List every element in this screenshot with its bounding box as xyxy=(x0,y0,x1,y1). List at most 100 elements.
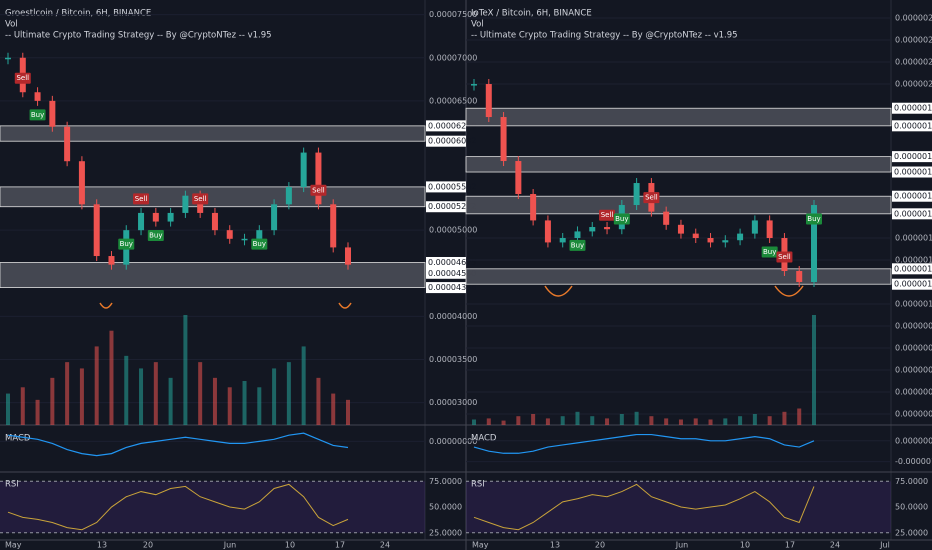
macd-label: MACD xyxy=(471,434,497,444)
candle xyxy=(796,271,803,283)
volume-bar xyxy=(619,414,624,425)
candle xyxy=(64,126,71,162)
candle xyxy=(663,211,670,225)
rsi-band xyxy=(0,481,425,533)
zone xyxy=(465,195,892,215)
volume-bar xyxy=(516,416,521,425)
signal-badge xyxy=(599,209,616,221)
y-tick-label: 0.00000060 xyxy=(895,388,932,397)
x-tick-label: Jun xyxy=(675,541,689,550)
candle xyxy=(256,230,263,239)
rsi-tick-label: 75.0000 xyxy=(429,477,462,486)
volume-bar xyxy=(272,368,277,425)
volume-bar xyxy=(6,393,10,425)
signal-label: Sell xyxy=(645,194,658,202)
candle xyxy=(500,117,507,162)
y-tick-label: 0.00000230 xyxy=(895,14,932,23)
x-tick-label: May xyxy=(472,541,489,550)
volume-bar xyxy=(316,377,321,425)
macd-line xyxy=(473,433,815,454)
zone-marker xyxy=(426,201,466,213)
volume-bar xyxy=(198,362,203,425)
zone-marker-label: 0.00000141 xyxy=(894,209,932,218)
candle xyxy=(604,227,611,230)
signal-badge xyxy=(118,238,135,250)
volume-bar xyxy=(634,411,639,425)
pattern-curve xyxy=(99,302,113,309)
x-tick-label: Jun xyxy=(223,541,237,550)
candle xyxy=(300,152,307,188)
volume-bar xyxy=(782,411,787,425)
zone-marker xyxy=(892,120,932,132)
volume-bar xyxy=(139,368,144,425)
candle xyxy=(751,220,758,234)
zone-marker-label: 0.00006210 xyxy=(428,121,476,130)
rsi-tick-label: 50.0000 xyxy=(429,503,462,512)
zone-marker-label: 0.00005272 xyxy=(428,202,476,211)
zone-marker-label: 0.00000116 xyxy=(894,264,932,273)
volume-bar xyxy=(35,399,40,425)
candle xyxy=(345,247,351,265)
volume-bar xyxy=(664,418,669,425)
y-tick-label: 0.00000080 xyxy=(895,344,932,353)
signal-label: Sell xyxy=(778,253,791,261)
rsi-tick-label: 50.0000 xyxy=(895,503,928,512)
volume-label: Vol xyxy=(5,20,18,30)
macd-line xyxy=(7,432,349,457)
rsi-label: RSI xyxy=(5,480,19,490)
signal-badge xyxy=(806,213,822,225)
candle xyxy=(471,84,477,86)
price-marker xyxy=(426,267,466,279)
zone-marker-label: 0.00000181 xyxy=(894,121,932,130)
zone-marker-label: 0.00005502 xyxy=(428,182,476,191)
zone xyxy=(465,156,892,173)
zone-marker xyxy=(892,263,932,275)
y-tick-label: 0.00000120 xyxy=(895,256,932,265)
volume-bar xyxy=(50,377,55,425)
volume-bar xyxy=(767,416,772,425)
volume-bar xyxy=(545,418,550,425)
zone-marker xyxy=(892,166,932,178)
pattern-curve xyxy=(774,285,804,297)
candle xyxy=(574,231,581,239)
volume-bar xyxy=(486,418,491,425)
signal-label: Buy xyxy=(763,248,776,256)
x-tick-label: 24 xyxy=(830,541,840,550)
volume-bar xyxy=(227,387,232,425)
strategy-label: -- Ultimate Crypto Trading Strategy -- B… xyxy=(471,31,738,41)
macd-tick-label: 0.00000000 xyxy=(429,437,477,446)
volume-bar xyxy=(242,381,247,425)
candle xyxy=(167,212,174,222)
candle xyxy=(766,220,773,239)
candle xyxy=(78,161,85,205)
volume-bar xyxy=(575,411,580,425)
zone-marker xyxy=(426,120,466,132)
y-tick-label: 0.00000100 xyxy=(895,300,932,309)
signal-badge xyxy=(613,213,630,225)
volume-bar xyxy=(560,416,565,425)
zone-marker-label: 0.00000149 xyxy=(894,192,932,201)
candle xyxy=(211,212,218,231)
volume-bar xyxy=(331,393,336,425)
volume-bar xyxy=(693,418,698,425)
x-tick-label: 24 xyxy=(380,541,390,550)
rsi-label: RSI xyxy=(471,480,485,490)
rsi-tick-label: 25.0000 xyxy=(429,528,462,537)
candle xyxy=(737,233,744,241)
signal-badge xyxy=(14,72,31,84)
volume-bar xyxy=(531,414,536,425)
x-tick-label: 10 xyxy=(740,541,750,550)
signal-label: Buy xyxy=(807,215,820,223)
y-tick-label: 0.00000210 xyxy=(895,58,932,67)
candle xyxy=(544,220,551,243)
signal-label: Buy xyxy=(615,215,628,223)
y-tick-label: 0.00003000 xyxy=(429,398,477,407)
signal-badge xyxy=(310,184,327,196)
candle xyxy=(241,238,248,241)
x-tick-label: 13 xyxy=(97,541,107,550)
zone xyxy=(465,268,892,285)
zone-marker xyxy=(426,181,466,193)
candle xyxy=(182,195,189,213)
zone xyxy=(0,125,426,142)
